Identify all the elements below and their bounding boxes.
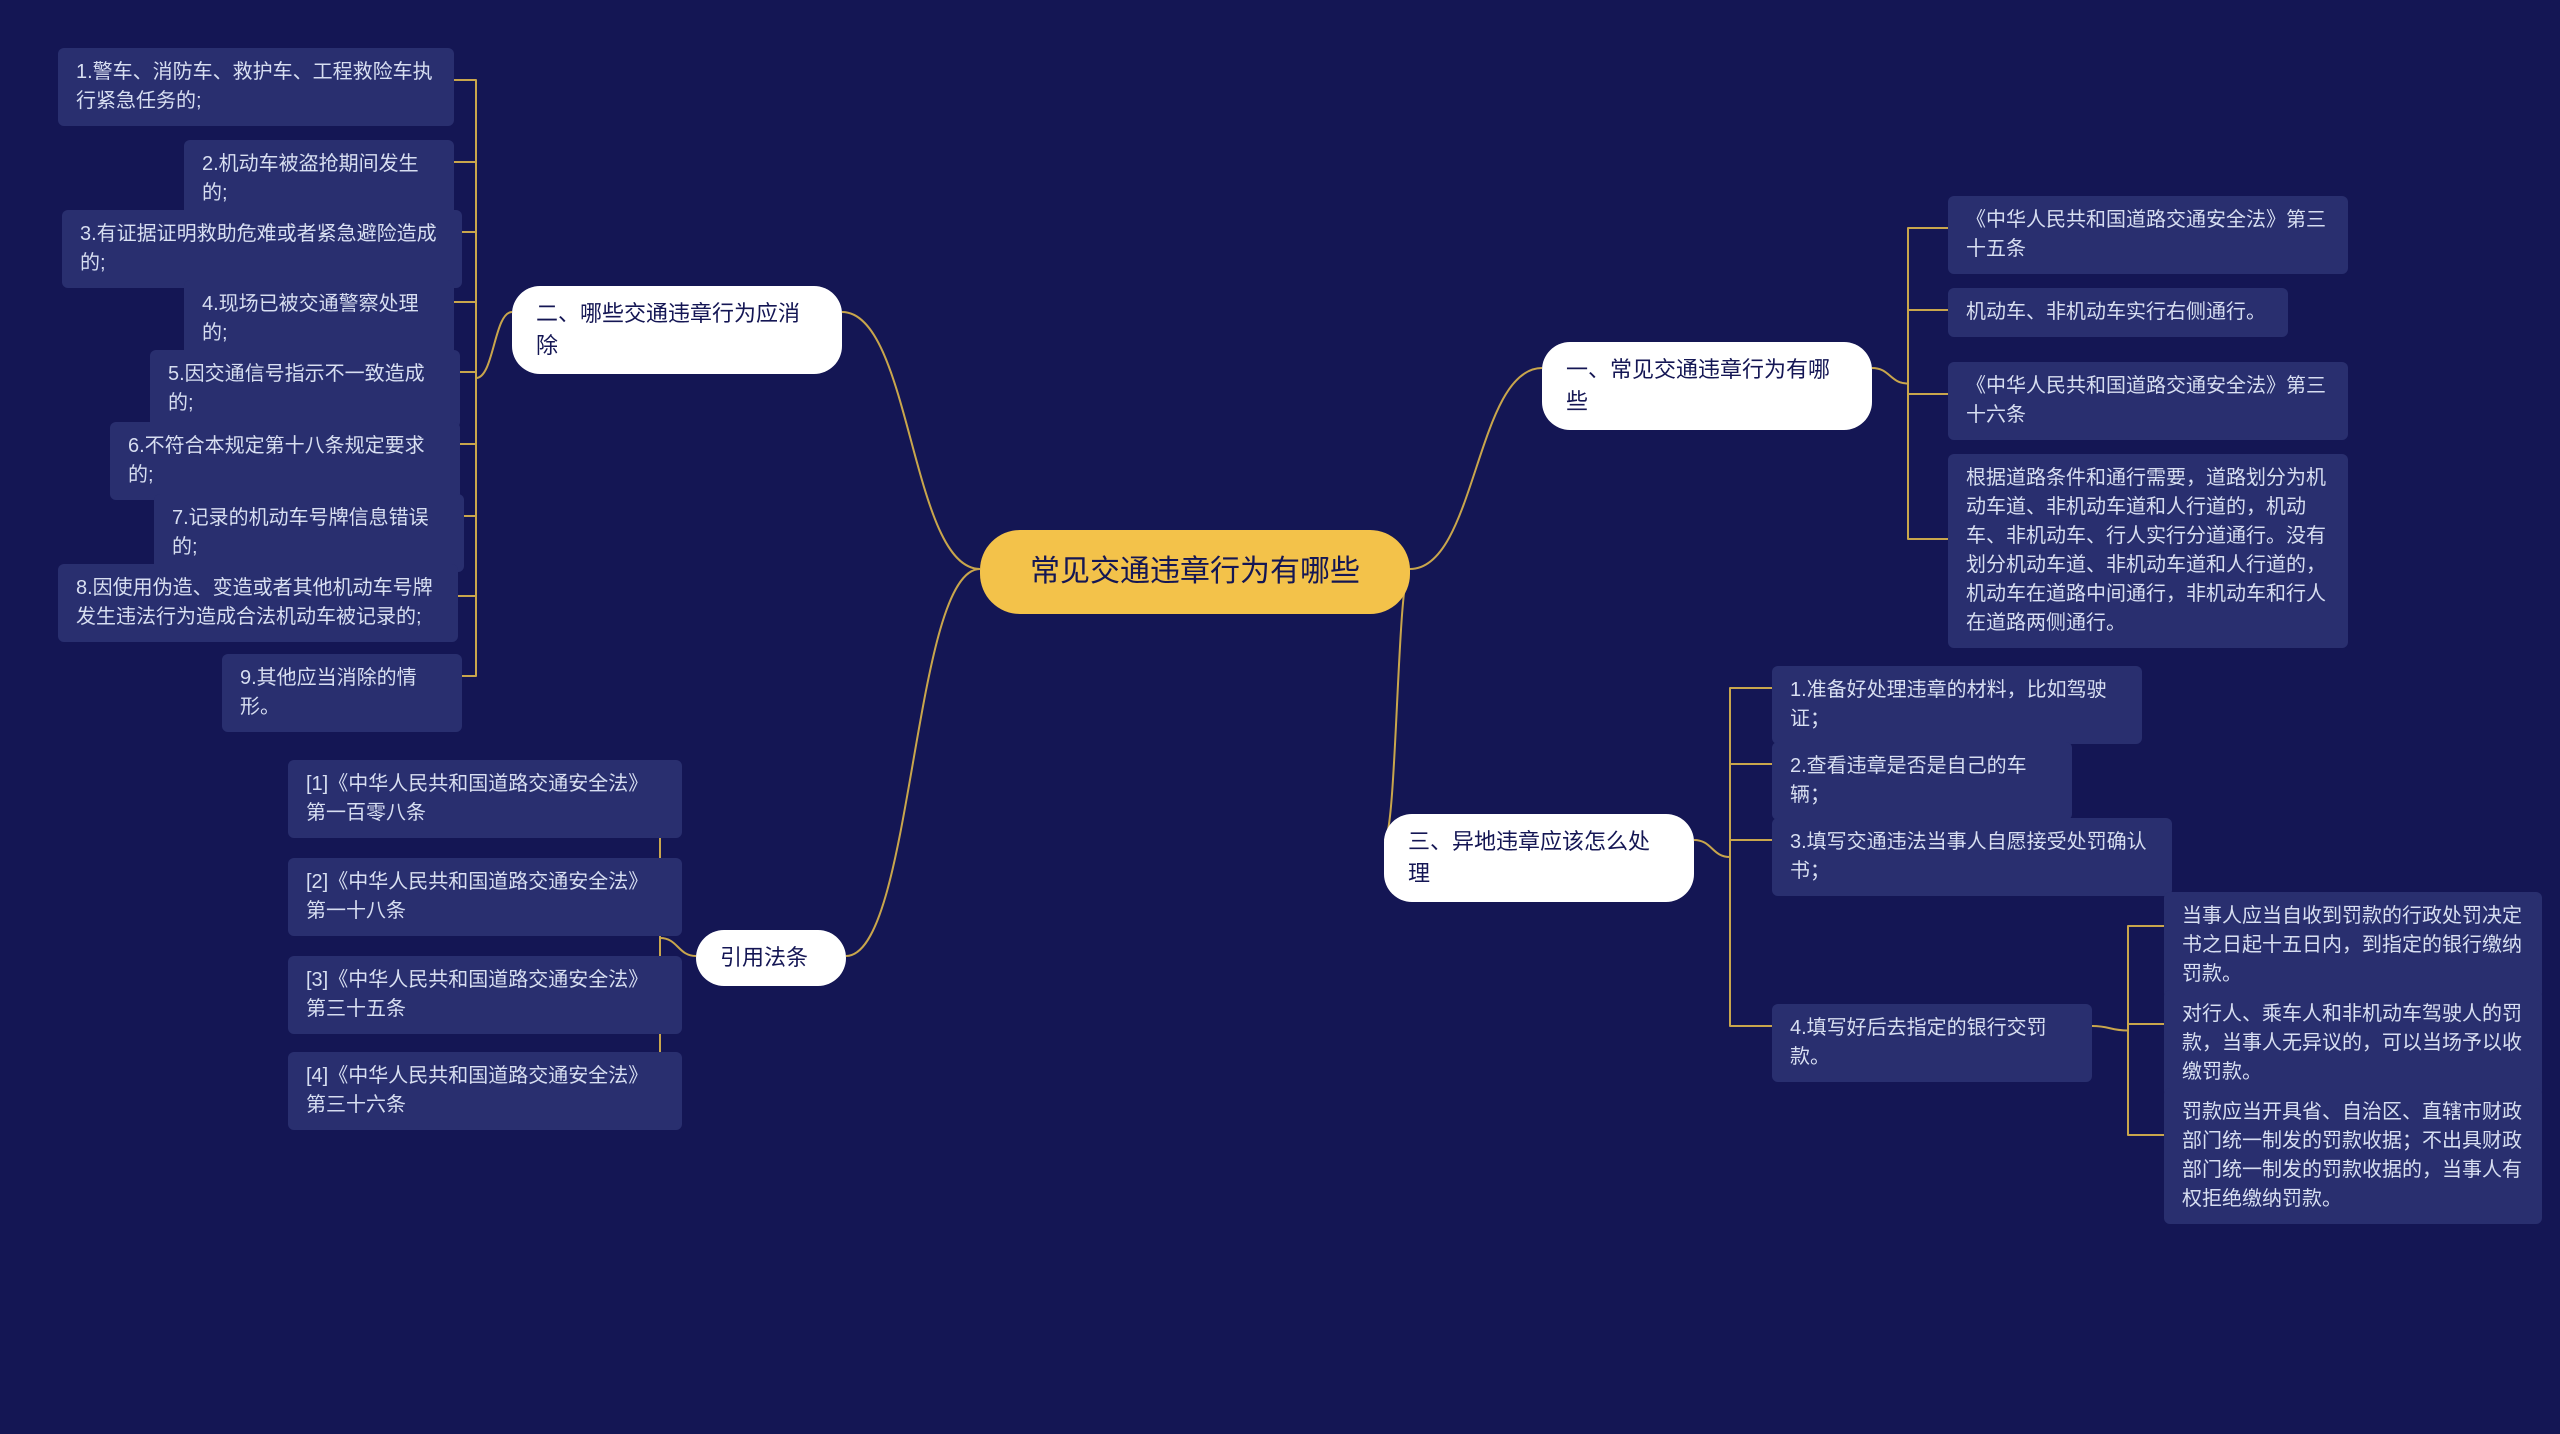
- branch-b1[interactable]: 一、常见交通违章行为有哪些: [1542, 342, 1872, 430]
- leaf-b3-3[interactable]: 4.填写好后去指定的银行交罚款。: [1772, 1004, 2092, 1082]
- branch-b4[interactable]: 引用法条: [696, 930, 846, 986]
- leaf-b1-0[interactable]: 《中华人民共和国道路交通安全法》第三十五条: [1948, 196, 2348, 274]
- leaf-b1-1[interactable]: 机动车、非机动车实行右侧通行。: [1948, 288, 2288, 337]
- branch-b3[interactable]: 三、异地违章应该怎么处理: [1384, 814, 1694, 902]
- leaf-b2-4[interactable]: 5.因交通信号指示不一致造成的;: [150, 350, 460, 428]
- leaf-b3-1[interactable]: 2.查看违章是否是自己的车辆；: [1772, 742, 2072, 820]
- leaf-b2-0[interactable]: 1.警车、消防车、救护车、工程救险车执行紧急任务的;: [58, 48, 454, 126]
- leaf-b2-1[interactable]: 2.机动车被盗抢期间发生的;: [184, 140, 454, 218]
- root-node[interactable]: 常见交通违章行为有哪些: [980, 530, 1410, 614]
- leaf-b3-0[interactable]: 1.准备好处理违章的材料，比如驾驶证；: [1772, 666, 2142, 744]
- leaf-b2-5[interactable]: 6.不符合本规定第十八条规定要求的;: [110, 422, 460, 500]
- leaf-b2-2[interactable]: 3.有证据证明救助危难或者紧急避险造成的;: [62, 210, 462, 288]
- branch-b2[interactable]: 二、哪些交通违章行为应消除: [512, 286, 842, 374]
- leaf-b1-2[interactable]: 《中华人民共和国道路交通安全法》第三十六条: [1948, 362, 2348, 440]
- leaf-b3-3-2[interactable]: 罚款应当开具省、自治区、直辖市财政部门统一制发的罚款收据；不出具财政部门统一制发…: [2164, 1088, 2542, 1224]
- leaf-b4-0[interactable]: [1]《中华人民共和国道路交通安全法》 第一百零八条: [288, 760, 682, 838]
- leaf-b2-8[interactable]: 9.其他应当消除的情形。: [222, 654, 462, 732]
- leaf-b3-2[interactable]: 3.填写交通违法当事人自愿接受处罚确认书；: [1772, 818, 2172, 896]
- leaf-b4-3[interactable]: [4]《中华人民共和国道路交通安全法》 第三十六条: [288, 1052, 682, 1130]
- leaf-b2-7[interactable]: 8.因使用伪造、变造或者其他机动车号牌发生违法行为造成合法机动车被记录的;: [58, 564, 458, 642]
- leaf-b2-3[interactable]: 4.现场已被交通警察处理的;: [184, 280, 454, 358]
- leaf-b4-2[interactable]: [3]《中华人民共和国道路交通安全法》 第三十五条: [288, 956, 682, 1034]
- leaf-b4-1[interactable]: [2]《中华人民共和国道路交通安全法》 第一十八条: [288, 858, 682, 936]
- leaf-b3-3-0[interactable]: 当事人应当自收到罚款的行政处罚决定书之日起十五日内，到指定的银行缴纳罚款。: [2164, 892, 2542, 999]
- leaf-b3-3-1[interactable]: 对行人、乘车人和非机动车驾驶人的罚款，当事人无异议的，可以当场予以收缴罚款。: [2164, 990, 2542, 1097]
- leaf-b2-6[interactable]: 7.记录的机动车号牌信息错误的;: [154, 494, 464, 572]
- leaf-b1-3[interactable]: 根据道路条件和通行需要，道路划分为机动车道、非机动车道和人行道的，机动车、非机动…: [1948, 454, 2348, 648]
